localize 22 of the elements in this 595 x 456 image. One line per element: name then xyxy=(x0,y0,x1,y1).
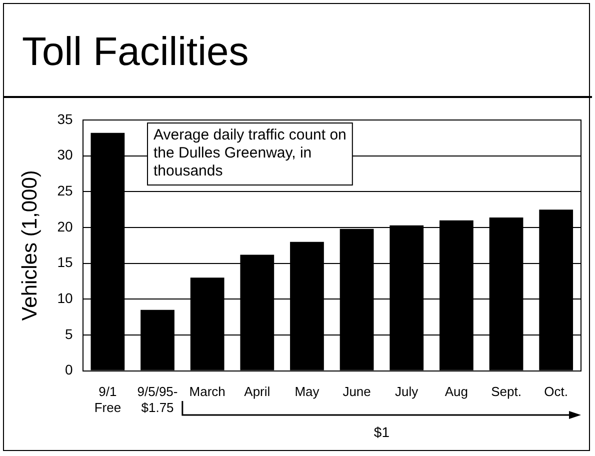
y-tick-label: 0 xyxy=(64,362,73,378)
annotation: Average daily traffic count on the Dulles Greenway, in thousands xyxy=(154,126,346,180)
y-tick-label: 30 xyxy=(57,146,73,163)
x-tick-label: May xyxy=(294,384,320,400)
text: $1 xyxy=(374,424,390,440)
x-tick-label: April xyxy=(244,384,270,400)
x-tick-label: March xyxy=(189,384,226,400)
y-tick-label: 5 xyxy=(64,326,73,342)
chart-title: Toll Facilities xyxy=(22,30,249,75)
y-tick-label: 35 xyxy=(57,110,73,127)
x-tick-label: June xyxy=(342,384,371,400)
x-tick-label: 9/1 Free xyxy=(94,384,122,415)
x-tick-label: July xyxy=(395,384,419,400)
x-tick-label: Aug xyxy=(444,384,468,400)
y-tick-label: 10 xyxy=(57,290,73,306)
y-tick-label: 25 xyxy=(57,182,73,199)
x-tick-label: 9/5/95- $1.75 xyxy=(137,384,178,415)
y-axis-title: Vehicles (1,000) xyxy=(18,170,42,321)
x-tick-label: Sept. xyxy=(491,384,522,400)
y-tick-label: 20 xyxy=(57,218,73,234)
x-tick-label: Oct. xyxy=(544,384,568,400)
y-tick-label: 15 xyxy=(57,254,73,270)
